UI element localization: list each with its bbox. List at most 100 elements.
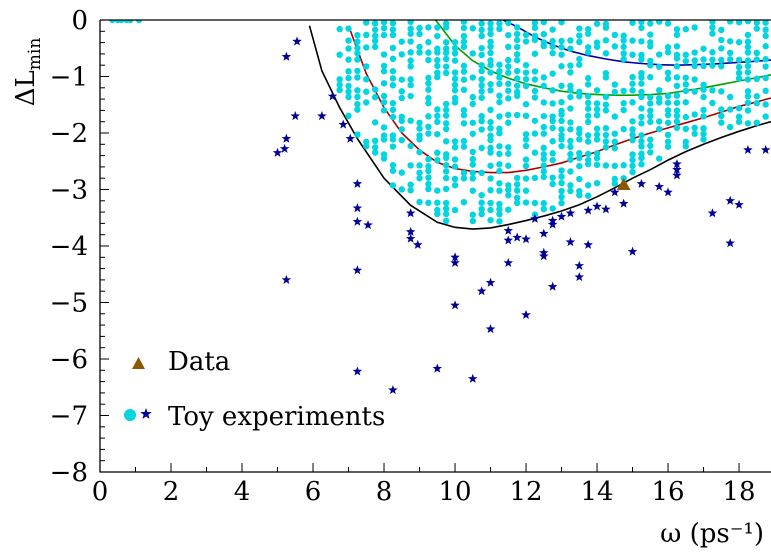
toy-circle-point [513, 57, 521, 64]
toy-circle-point [354, 56, 361, 63]
toy-circle-point [478, 26, 485, 34]
toy-circle-point [726, 20, 734, 25]
toy-circle-point [664, 119, 672, 126]
toy-circle-point [576, 175, 583, 183]
toy-circle-point [442, 154, 450, 162]
toy-circle-point [638, 113, 645, 121]
toy-circle-point [558, 199, 565, 207]
toy-circle-point [700, 125, 707, 132]
toy-circle-point [442, 63, 450, 70]
toy-circle-point [558, 63, 565, 70]
toy-circle-point [718, 119, 725, 126]
toy-circle-point [531, 130, 539, 137]
toy-circle-point [425, 100, 432, 107]
toy-circle-point [744, 38, 752, 45]
toy-circle-point [407, 142, 414, 150]
toy-star-point [530, 213, 540, 223]
toy-circle-point [513, 43, 521, 51]
toy-circle-point [567, 182, 574, 189]
toy-circle-point [673, 92, 681, 99]
toy-circle-point [576, 38, 583, 46]
toy-circle-point [576, 61, 583, 68]
toy-circle-point [371, 144, 379, 151]
toy-circle-point [567, 156, 574, 163]
toy-circle-point [611, 175, 618, 183]
toy-circle-point [629, 151, 636, 158]
toy-circle-point [700, 62, 707, 70]
toy-circle-point [531, 94, 539, 101]
toy-circle-point [682, 74, 689, 81]
toy-circle-point [593, 87, 601, 94]
toy-circle-point [522, 38, 530, 45]
toy-circle-point [434, 118, 441, 126]
toy-star-point [654, 181, 664, 191]
toy-circle-point [434, 112, 441, 120]
toy-circle-point [389, 44, 397, 52]
toy-circle-point [380, 155, 388, 162]
toy-circle-point [593, 154, 601, 162]
toy-circle-point [647, 107, 654, 114]
toy-circle-point [735, 75, 743, 82]
toy-circle-point [620, 125, 627, 133]
toy-circle-point [593, 111, 601, 119]
legend-toy-label: Toy experiments [168, 402, 385, 432]
toy-circle-point [620, 55, 627, 63]
toy-circle-point [478, 205, 485, 213]
toy-circle-point [478, 191, 485, 199]
toy-circle-point [469, 148, 476, 156]
toy-circle-point [709, 62, 716, 69]
toy-circle-point [460, 32, 468, 40]
toy-circle-point [638, 93, 645, 101]
toy-circle-point [620, 37, 627, 44]
stars-layer [272, 36, 771, 395]
toy-circle-point [363, 142, 370, 150]
toy-circle-point [602, 107, 610, 114]
toy-circle-point [735, 105, 743, 112]
toy-circle-point [496, 205, 503, 213]
toy-circle-point [434, 199, 441, 206]
toy-circle-point [593, 106, 601, 113]
toy-circle-point [531, 76, 539, 83]
toy-star-point [574, 272, 585, 282]
toy-circle-point [460, 43, 468, 50]
toy-circle-point [487, 149, 494, 156]
toy-circle-point [460, 112, 468, 119]
toy-circle-point [602, 74, 610, 81]
y-axis-title: ΔLmin [11, 38, 45, 107]
toy-star-point [279, 143, 290, 153]
toy-circle-point [469, 217, 476, 225]
toy-circle-point [478, 32, 485, 40]
toy-circle-point [558, 37, 565, 45]
toy-circle-point [469, 25, 476, 32]
toy-circle-point [407, 76, 414, 83]
toy-circle-point [398, 117, 405, 125]
toy-circle-point [576, 162, 583, 170]
toy-star-point [338, 119, 348, 129]
toy-star-point [601, 204, 611, 214]
toy-circle-point [487, 25, 494, 33]
toy-circle-point [371, 43, 379, 51]
toy-circle-point [718, 106, 725, 113]
toy-circle-point [505, 80, 512, 87]
toy-circle-point [540, 112, 547, 120]
legend-data-marker [132, 357, 145, 369]
axes-layer [99, 19, 771, 473]
toy-circle-point [398, 186, 405, 193]
toy-circle-point [638, 132, 645, 139]
toy-circle-point [442, 185, 450, 193]
toy-circle-point [469, 155, 476, 163]
toy-circle-point [540, 168, 547, 175]
toy-circle-point [638, 24, 645, 32]
toy-circle-point [354, 44, 361, 52]
toy-circle-point [487, 49, 494, 57]
toy-circle-point [531, 68, 539, 75]
toy-star-point [503, 225, 514, 235]
toy-circle-point [469, 100, 476, 108]
toy-circle-point [380, 92, 388, 100]
toy-circle-point [576, 149, 583, 157]
toy-circle-point [354, 93, 361, 101]
toy-circle-point [584, 112, 592, 119]
toy-circle-point [496, 130, 503, 137]
toy-star-point [317, 111, 327, 121]
toy-circle-point [638, 154, 645, 162]
